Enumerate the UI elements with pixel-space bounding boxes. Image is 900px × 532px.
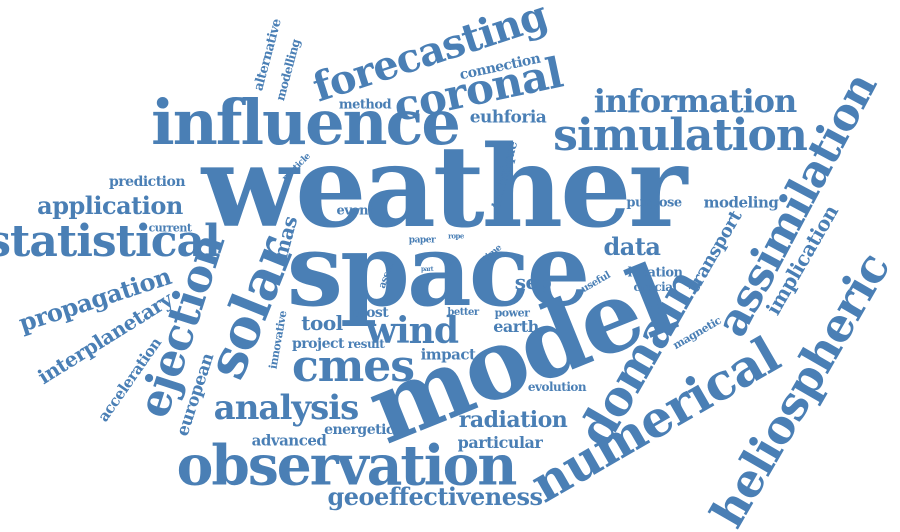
word-impact: impact [420, 345, 476, 364]
word-most: most [351, 305, 389, 321]
word-project: project [292, 336, 344, 352]
word-rope: rope [448, 231, 464, 241]
word-weather: weather [201, 122, 688, 253]
word-influence: influence [151, 86, 461, 159]
word-geoeffectiveness: geoeffectiveness [327, 482, 543, 511]
word-statistical: statistical [0, 216, 221, 267]
word-information: information [593, 82, 798, 120]
word-better: better [447, 307, 479, 318]
word-power: power [494, 306, 530, 320]
word-method: method [338, 97, 392, 113]
word-evolution: evolution [527, 380, 587, 394]
word-observation: observation [176, 432, 518, 498]
word-result: result [347, 337, 385, 351]
word-location: location [627, 265, 683, 281]
word-data: data [603, 232, 661, 261]
word-space: space [286, 211, 591, 329]
word-energetic: energetic [324, 422, 394, 438]
word-analysis: analysis [213, 388, 360, 428]
word-earth: earth [493, 317, 539, 336]
word-advanced: advanced [251, 431, 327, 450]
word-wind: wind [365, 310, 459, 352]
word-sep: sep [514, 270, 552, 294]
word-current: current [148, 221, 192, 235]
word-part: part [420, 266, 434, 273]
word-crucial: crucial [633, 280, 677, 294]
word-application: application [37, 191, 183, 220]
word-cmes: cmes [291, 341, 415, 392]
word-purpose: purpose [626, 195, 682, 211]
word-tool: tool [301, 311, 343, 335]
word-modeling: modeling [703, 193, 779, 212]
word-euhforia: euhforia [469, 107, 547, 128]
word-particular: particular [457, 433, 543, 452]
word-paper: paper [408, 235, 436, 246]
word-simulation: simulation [553, 110, 808, 161]
word-prediction: prediction [108, 174, 186, 190]
word-event: event [336, 203, 374, 219]
word-radiation: radiation [458, 407, 568, 433]
